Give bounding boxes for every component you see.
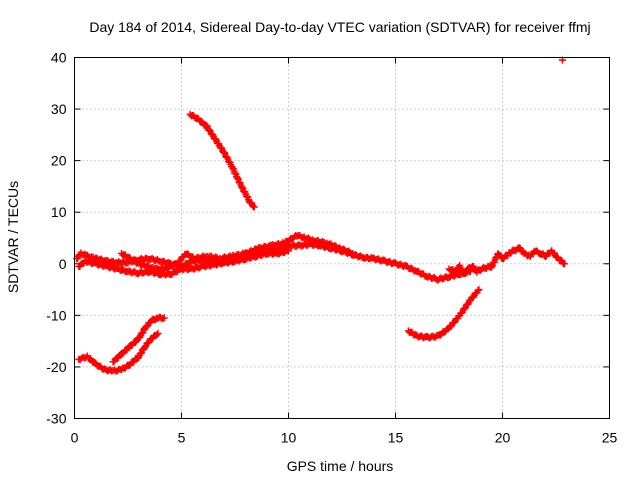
y-tick-label: 40 xyxy=(51,50,67,66)
x-tick-label: 5 xyxy=(178,430,186,446)
data-series xyxy=(404,286,483,342)
y-tick-label: -10 xyxy=(46,307,66,323)
x-tick-label: 20 xyxy=(495,430,511,446)
data-marks xyxy=(73,56,569,375)
data-point xyxy=(561,260,569,268)
y-tick-label: -20 xyxy=(46,359,66,375)
data-point xyxy=(250,203,258,211)
data-point xyxy=(141,343,149,351)
data-point xyxy=(137,350,145,358)
grid-lines xyxy=(74,57,610,419)
data-series xyxy=(109,313,168,366)
plot-frame xyxy=(74,57,610,419)
x-tick-label: 15 xyxy=(388,430,404,446)
x-tick-label: 25 xyxy=(602,430,618,446)
y-tick-label: 10 xyxy=(51,204,67,220)
data-point xyxy=(474,287,482,295)
data-point xyxy=(475,286,483,294)
data-point xyxy=(452,267,460,275)
data-point xyxy=(220,148,228,156)
y-axis-label: SDTVAR / TECUs xyxy=(5,181,21,293)
data-point xyxy=(206,126,214,134)
chart-title: Day 184 of 2014, Sidereal Day-to-day VTE… xyxy=(89,19,590,35)
x-tick-label: 10 xyxy=(281,430,297,446)
x-axis-label: GPS time / hours xyxy=(287,458,394,474)
data-series xyxy=(445,244,569,278)
y-tick-label: 20 xyxy=(51,153,67,169)
data-series xyxy=(75,247,292,279)
y-tick-label: 30 xyxy=(51,101,67,117)
data-point xyxy=(160,314,168,322)
data-point xyxy=(285,247,292,255)
data-point xyxy=(143,323,151,331)
data-point xyxy=(153,331,161,339)
x-tick-label: 0 xyxy=(71,430,79,446)
data-point xyxy=(129,358,137,366)
data-point xyxy=(217,144,225,152)
data-point xyxy=(238,183,246,191)
data-point xyxy=(119,350,127,358)
data-series xyxy=(75,329,162,375)
data-point xyxy=(447,323,455,331)
data-point xyxy=(461,305,469,313)
data-point xyxy=(349,249,357,257)
data-point xyxy=(154,329,162,337)
data-series xyxy=(118,231,357,274)
tick-labels: 0 5 10 15 20 25 -30 -20 -10 0 10 20 30 40 xyxy=(46,50,617,446)
axis-ticks xyxy=(74,57,610,419)
y-tick-label: 0 xyxy=(59,256,67,272)
data-series xyxy=(186,110,258,211)
y-tick-label: -30 xyxy=(46,411,66,427)
